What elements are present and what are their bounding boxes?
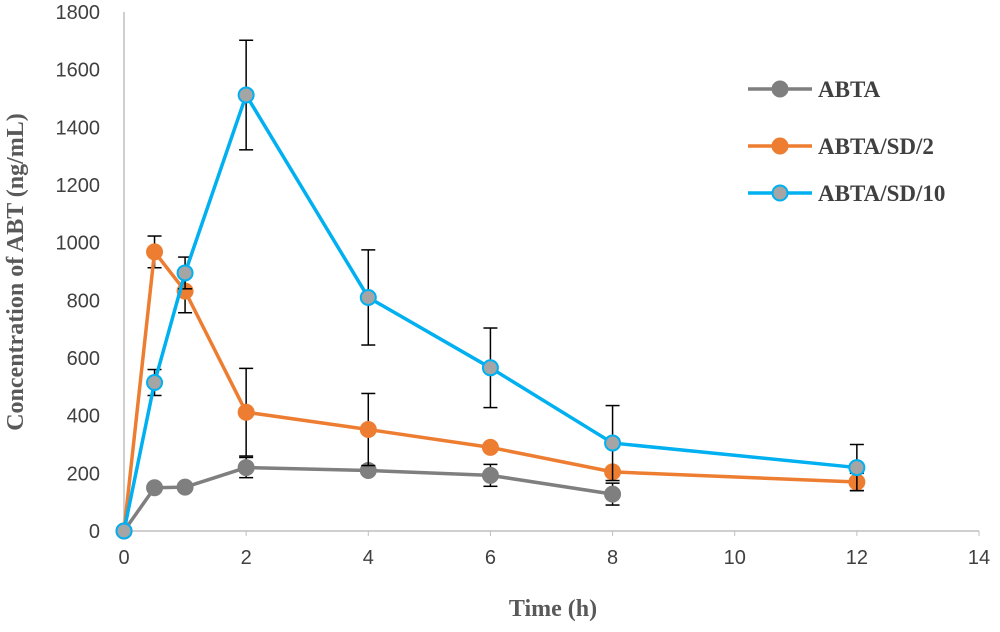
x-tick-labels: 0 2 4 6 8 10 12 14 xyxy=(118,531,990,569)
legend-label: ABTA/SD/10 xyxy=(818,181,945,206)
legend-item: ABTA/SD/2 xyxy=(748,134,934,159)
y-tick-label: 1600 xyxy=(56,60,101,82)
data-point xyxy=(237,86,255,104)
series-layer xyxy=(115,39,866,540)
y-tick-label: 200 xyxy=(67,463,100,485)
legend: ABTA ABTA/SD/2 ABTA/SD/10 xyxy=(748,77,945,206)
x-tick-label: 10 xyxy=(724,547,746,569)
data-point xyxy=(115,522,133,540)
y-tick-label: 1200 xyxy=(56,175,101,197)
data-point xyxy=(481,359,499,377)
data-point xyxy=(146,374,164,392)
y-axis-title: Concentration of ABT (ng/mL) xyxy=(3,113,29,431)
data-point xyxy=(237,403,255,421)
data-point xyxy=(481,438,499,456)
legend-item: ABTA/SD/10 xyxy=(748,181,945,206)
x-tick-label: 14 xyxy=(968,547,990,569)
y-tick-label: 1800 xyxy=(56,2,101,24)
y-tick-label: 0 xyxy=(89,521,100,543)
data-point xyxy=(359,421,377,439)
series-abta-sd-10 xyxy=(115,39,866,540)
y-tick-label: 800 xyxy=(67,290,100,312)
data-point xyxy=(481,466,499,484)
legend-marker xyxy=(771,137,789,155)
series-line xyxy=(122,93,858,532)
data-point xyxy=(146,243,164,261)
x-axis-title: Time (h) xyxy=(509,596,597,622)
legend-label: ABTA/SD/2 xyxy=(818,134,934,159)
data-point xyxy=(176,264,194,282)
x-tick-label: 2 xyxy=(241,547,252,569)
y-tick-label: 1000 xyxy=(56,233,101,255)
legend-marker xyxy=(771,80,789,98)
x-tick-label: 0 xyxy=(118,547,129,569)
legend-marker xyxy=(771,184,789,202)
y-tick-labels: 0 200 400 600 800 1000 1200 1400 1600 1800 xyxy=(56,2,101,543)
data-point xyxy=(237,459,255,477)
data-point xyxy=(146,479,164,497)
x-tick-label: 12 xyxy=(846,547,868,569)
data-point xyxy=(848,459,866,477)
y-tick-label: 600 xyxy=(67,348,100,370)
data-point xyxy=(604,485,622,503)
y-tick-label: 400 xyxy=(67,406,100,428)
data-point xyxy=(604,434,622,452)
data-point xyxy=(359,288,377,306)
axes xyxy=(123,12,979,532)
x-tick-label: 6 xyxy=(485,547,496,569)
x-tick-label: 8 xyxy=(607,547,618,569)
data-point xyxy=(176,478,194,496)
x-tick-label: 4 xyxy=(363,547,374,569)
legend-label: ABTA xyxy=(818,77,881,102)
series-abta xyxy=(115,456,622,540)
legend-item: ABTA xyxy=(748,77,881,102)
y-tick-label: 1400 xyxy=(56,117,101,139)
